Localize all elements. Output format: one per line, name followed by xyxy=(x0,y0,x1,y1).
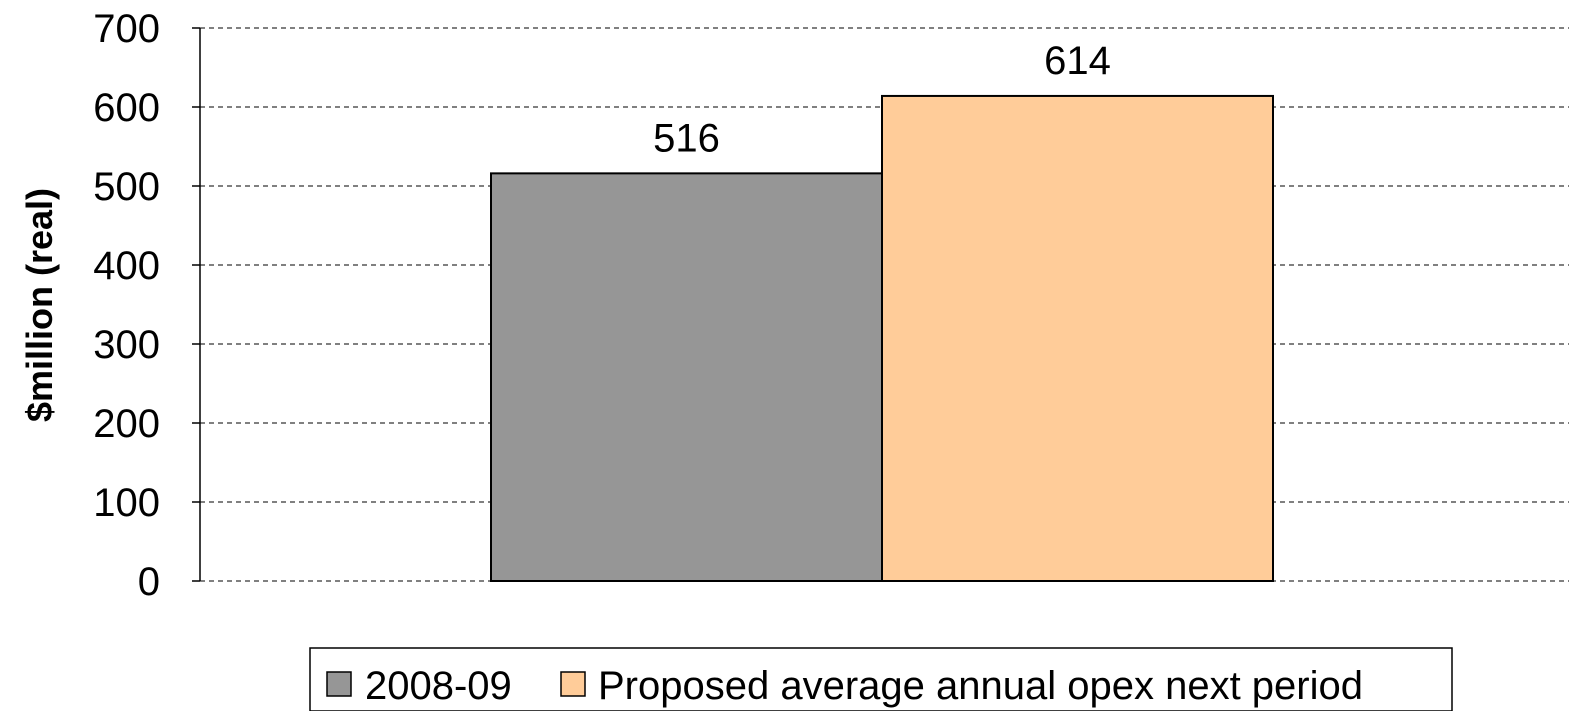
bar-proposed xyxy=(881,94,1274,582)
legend-swatch-proposed xyxy=(560,671,586,697)
legend-label-2008-09: 2008-09 xyxy=(365,664,512,708)
y-tick-label-700: 700 xyxy=(93,7,160,51)
y-tick-label-400: 400 xyxy=(93,244,160,288)
y-tick-labels: 0 100 200 300 400 500 600 700 xyxy=(93,7,200,604)
legend-label-proposed: Proposed average annual opex next period xyxy=(598,664,1363,708)
data-labels: 516 614 xyxy=(653,39,1111,160)
y-tick-label-500: 500 xyxy=(93,165,160,209)
y-tick-label-300: 300 xyxy=(93,323,160,367)
y-tick-label-200: 200 xyxy=(93,402,160,446)
data-label-proposed: 614 xyxy=(1044,39,1111,83)
y-tick-label-600: 600 xyxy=(93,86,160,130)
legend: 2008-09 Proposed average annual opex nex… xyxy=(309,647,1453,711)
legend-frame xyxy=(309,647,1453,711)
bar-2008-09 xyxy=(490,172,883,583)
bars xyxy=(490,94,1274,583)
y-tick-label-0: 0 xyxy=(138,560,160,604)
y-tick-label-100: 100 xyxy=(93,481,160,525)
y-axis-label: $million (real) xyxy=(19,188,60,422)
data-label-2008-09: 516 xyxy=(653,116,720,160)
legend-swatch-2008-09 xyxy=(326,671,352,697)
